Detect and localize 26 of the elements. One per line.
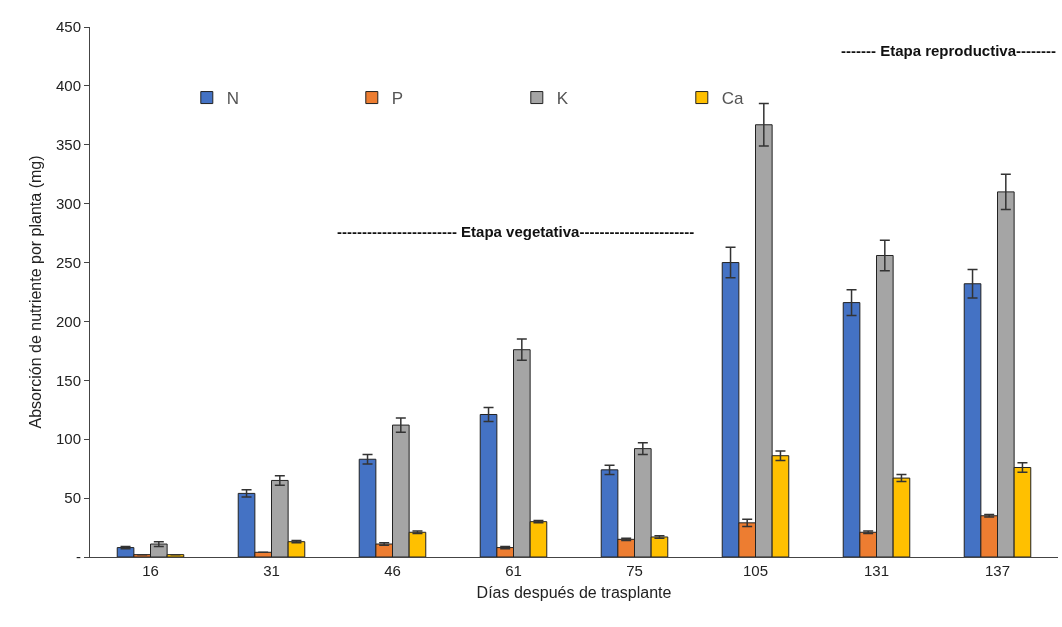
y-tick-label: 350 [55,136,81,154]
legend-label: P [391,89,404,109]
y-tick-label: 150 [55,371,81,389]
y-tick-label: 250 [55,253,81,271]
legend-label: K [556,89,569,109]
x-tick-label: 131 [863,562,890,579]
x-tick-label: 61 [505,562,522,579]
x-axis-title: Días después de trasplante [476,583,672,601]
y-tick-label: 100 [55,430,81,448]
x-tick-label: 31 [263,562,280,579]
x-tick-label: 137 [984,562,1011,579]
x-tick-label: 16 [142,562,159,579]
legend-label: N [226,89,240,109]
x-tick-label: 46 [384,562,401,579]
y-tick-label: - [76,548,81,566]
legend-label: Ca [721,89,745,109]
y-tick-label: 200 [55,312,81,330]
x-tick-label: 75 [626,562,643,579]
y-tick-label: 300 [55,194,81,212]
y-axis-title: Absorción de nutriente por planta (mg) [26,155,44,429]
y-tick-label: 400 [55,77,81,95]
y-tick-label: 50 [64,489,81,507]
x-tick-label: 105 [742,562,769,579]
annotation: ------------------------ Etapa vegetativa----------------------- [337,223,695,240]
annotation: ------- Etapa reproductiva-------- [841,42,1056,59]
y-tick-label: 450 [55,18,81,36]
